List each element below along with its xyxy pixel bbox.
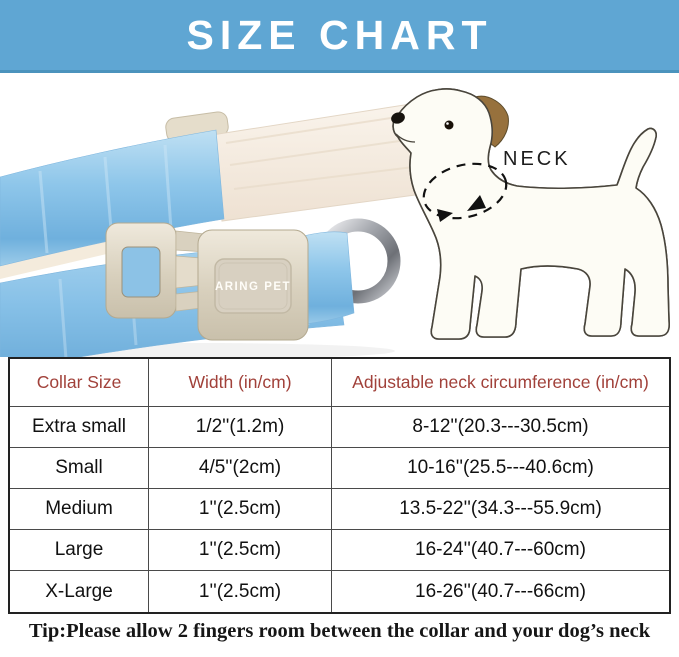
table-row-extra-small: Extra small 1/2''(1.2m) 8-12''(20.3---30…: [10, 407, 669, 448]
dog-eye: [444, 120, 454, 130]
webbing-texture: [225, 112, 430, 190]
tip-text: Tip:Please allow 2 fingers room between …: [28, 620, 651, 642]
table-cell: X-Large: [10, 571, 149, 612]
dog-eye-highlight: [446, 122, 449, 125]
collar-top-band: [0, 129, 225, 267]
table-row-large: Large 1''(2.5cm) 16-24''(40.7---60cm): [10, 530, 669, 571]
dog-nose: [391, 112, 405, 124]
table-header-row: Collar Size Width (in/cm) Adjustable nec…: [10, 359, 669, 407]
table-cell: 16-24''(40.7---60cm): [332, 530, 669, 571]
neck-arrow-1: [437, 209, 453, 222]
table-cell: Small: [10, 448, 149, 489]
hero-section: ARING PET: [0, 73, 679, 357]
table-cell: 1''(2.5cm): [149, 571, 332, 612]
table-cell: 10-16''(25.5---40.6cm): [332, 448, 669, 489]
collar-photo: ARING PET: [0, 100, 430, 357]
table-cell: 8-12''(20.3---30.5cm): [332, 407, 669, 448]
dog-outline: [392, 88, 670, 340]
page-title: SIZE CHART: [186, 11, 493, 58]
buckle-plate-inner-border: [218, 262, 288, 310]
neck-label: NECK: [503, 148, 571, 170]
table-cell: Large: [10, 530, 149, 571]
table-row-medium: Medium 1''(2.5cm) 13.5-22''(34.3---55.9c…: [10, 489, 669, 530]
table-cell: Medium: [10, 489, 149, 530]
column-header-neck-circumference: Adjustable neck circumference (in/cm): [332, 359, 669, 407]
table-cell: 13.5-22''(34.3---55.9cm): [332, 489, 669, 530]
table-cell: 1/2''(1.2m): [149, 407, 332, 448]
size-table: Collar Size Width (in/cm) Adjustable nec…: [8, 357, 671, 614]
buckle-brand-plate: [214, 258, 292, 314]
buckle-frame-slot: [121, 246, 161, 298]
title-banner: SIZE CHART: [0, 0, 679, 73]
table-row-small: Small 4/5''(2cm) 10-16''(25.5---40.6cm): [10, 448, 669, 489]
table-cell: 1''(2.5cm): [149, 530, 332, 571]
neck-arrow-2: [467, 195, 486, 211]
table-row-x-large: X-Large 1''(2.5cm) 16-26''(40.7---66cm): [10, 571, 669, 612]
table-cell: Extra small: [10, 407, 149, 448]
table-cell: 16-26''(40.7---66cm): [415, 580, 586, 602]
dog-mouth: [395, 133, 416, 143]
brand-label: ARING PET: [215, 281, 291, 293]
dog-illustration: NECK: [391, 88, 670, 340]
table-cell: 1''(2.5cm): [149, 489, 332, 530]
column-header-width: Width (in/cm): [149, 359, 332, 407]
column-header-collar-size: Collar Size: [10, 359, 149, 407]
table-cell: 4/5''(2cm): [149, 448, 332, 489]
neck-measure-ellipse: [422, 162, 508, 220]
